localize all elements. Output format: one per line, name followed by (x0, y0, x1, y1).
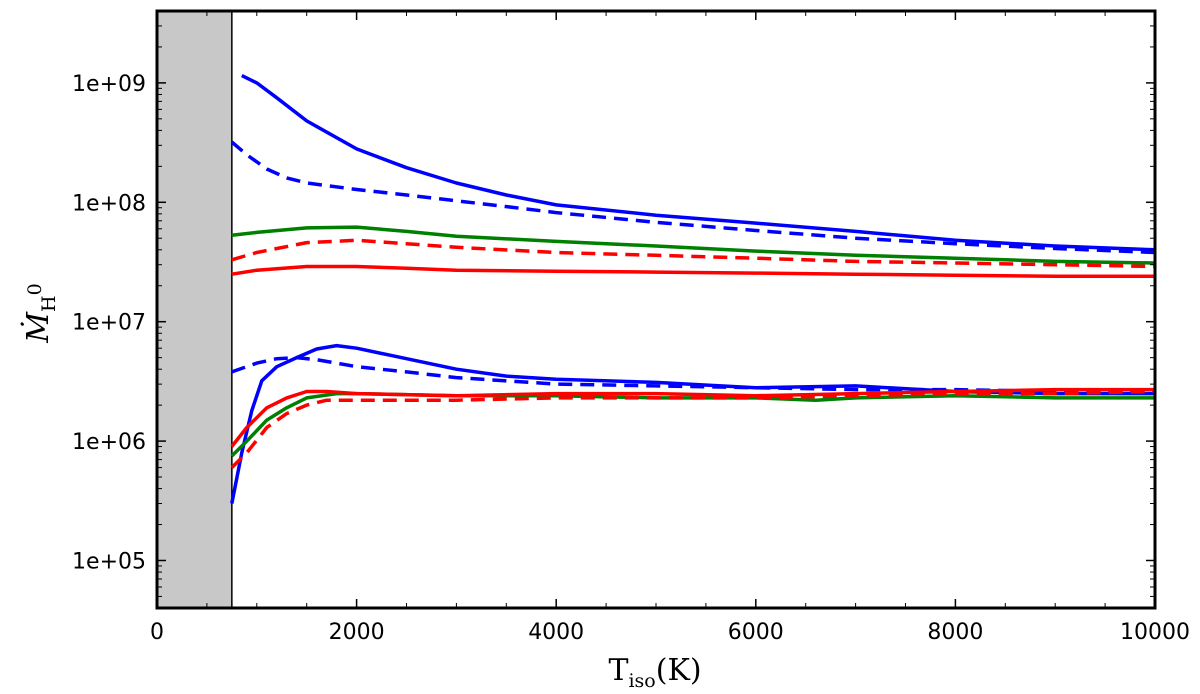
y-axis-label-main: Ṁ (20, 311, 56, 344)
x-tick-label: 0 (150, 620, 164, 645)
series-line-5 (231, 264, 1155, 279)
y-tick-label: 1e+05 (72, 549, 146, 574)
series-layer (230, 74, 1156, 504)
series-line-8 (230, 391, 1155, 458)
series-line-9 (230, 387, 1155, 448)
series-line-3 (231, 225, 1156, 265)
y-axis-label-superscript: 0 (24, 283, 46, 295)
y-tick-label: 1e+09 (72, 72, 146, 97)
y-tick-label: 1e+06 (72, 430, 146, 455)
series-line-1 (241, 74, 1156, 252)
y-axis-label-subscript: H (38, 295, 60, 312)
series-line-6 (230, 343, 1155, 504)
x-axis-label-unit: (K) (656, 653, 702, 688)
series-line-7 (231, 355, 1155, 394)
x-tick-label: 2000 (329, 620, 385, 645)
series-line-4 (231, 238, 1156, 269)
x-axis-label-subscript: iso (628, 670, 655, 692)
x-tick-label: 8000 (927, 620, 983, 645)
x-axis-label-main: T (608, 653, 628, 688)
x-axis-label: Tiso(K) (608, 653, 701, 692)
plot-frame (155, 9, 1157, 610)
x-tick-label: 6000 (728, 620, 784, 645)
x-tick-label: 4000 (528, 620, 584, 645)
x-axis-ticks: 0 2000 4000 6000 8000 10000 (150, 11, 1190, 645)
y-axis-ticks: 1e+05 1e+06 1e+07 1e+08 1e+09 (72, 10, 1155, 609)
y-tick-label: 1e+08 (72, 191, 146, 216)
excluded-temperature-region (157, 11, 232, 608)
y-axis-label: ṀH0 (20, 283, 60, 343)
series-line-10 (230, 389, 1156, 469)
y-tick-label: 1e+07 (72, 311, 146, 336)
series-line-2 (230, 140, 1156, 255)
x-tick-label: 10000 (1120, 620, 1190, 645)
